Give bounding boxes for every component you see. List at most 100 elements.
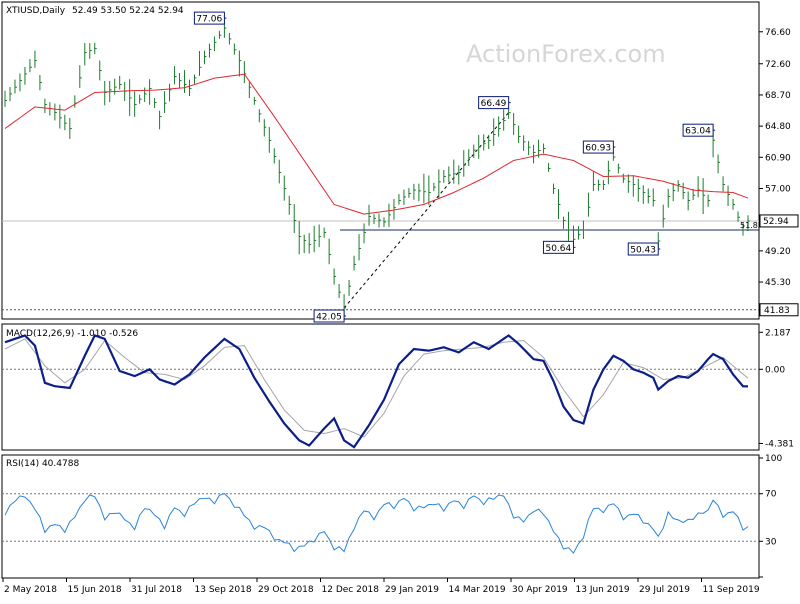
price-bar (553, 183, 556, 194)
price-bar (682, 182, 686, 200)
price-bar (393, 199, 396, 220)
price-bar (333, 268, 337, 285)
price-y-tick-label: 49.20 (765, 247, 791, 257)
price-bar (423, 173, 426, 204)
price-bar (538, 139, 541, 158)
price-bar (174, 66, 177, 85)
axis-layer: 45.3049.2053.1057.0060.9064.8068.7072.60… (2, 28, 799, 595)
price-bar (508, 108, 511, 119)
price-bar (114, 78, 117, 95)
price-bar (413, 183, 416, 200)
price-bar (124, 82, 127, 101)
price-bar (203, 50, 207, 65)
price-bar (473, 144, 476, 158)
price-bar (44, 98, 47, 114)
price-bar (59, 104, 62, 129)
price-bar (74, 95, 77, 108)
price-bar (667, 188, 671, 208)
swing-label: 66.49 (478, 96, 511, 110)
price-bar (198, 51, 202, 76)
price-bar (483, 134, 486, 151)
price-bar (707, 194, 711, 207)
price-bar (533, 144, 536, 164)
price-bar (99, 60, 102, 81)
price-bar (453, 159, 456, 184)
x-tick-label: 15 Jun 2018 (68, 585, 122, 595)
price-bar (717, 154, 721, 174)
price-bar (238, 50, 242, 77)
rsi-layer (2, 492, 759, 554)
price-bar (488, 134, 491, 150)
price-bar (478, 134, 481, 159)
swing-label: 42.05 (313, 309, 347, 323)
price-bar (184, 70, 187, 93)
price-bar (363, 223, 367, 244)
price-bar (263, 119, 267, 137)
price-y-tick-label: 45.30 (765, 278, 791, 288)
price-bar (129, 79, 132, 116)
price-bar (523, 135, 526, 151)
price-bar (408, 188, 411, 198)
price-bar (193, 74, 197, 84)
price-bar (577, 226, 581, 240)
x-tick-label: 14 Mar 2019 (449, 585, 506, 595)
x-tick-label: 30 Apr 2019 (512, 585, 568, 595)
price-bar (353, 255, 357, 271)
price-bar (632, 175, 636, 197)
price-bar (159, 110, 162, 130)
price-bar (548, 162, 551, 172)
price-bar (438, 169, 441, 198)
price-bar (218, 30, 222, 39)
price-bar (373, 214, 377, 225)
price-bar (737, 211, 741, 222)
price-bar (672, 183, 676, 202)
price-layer: 77.06 42.05 66.49 50.64 60.93 50.43 63.04 51.8 (2, 11, 759, 323)
price-bar (358, 234, 362, 261)
price-bar (139, 94, 142, 104)
price-bar (64, 114, 67, 131)
price-bar (253, 96, 257, 105)
price-bar (323, 227, 327, 238)
swing-label-text: 66.49 (481, 99, 507, 109)
price-bar (368, 204, 372, 226)
price-bar (24, 66, 27, 85)
price-bar (433, 182, 436, 192)
price-bar (722, 176, 726, 192)
swing-label-text: 42.05 (316, 313, 342, 323)
price-bar (9, 87, 12, 102)
price-bar (164, 91, 167, 114)
price-bar (468, 149, 471, 167)
swing-label: 60.93 (582, 140, 616, 154)
x-tick-label: 13 Sep 2018 (195, 585, 252, 595)
price-bar (283, 175, 287, 201)
price-bar (248, 81, 252, 99)
price-bar (747, 215, 750, 231)
price-panel-frame (1, 1, 760, 320)
swing-label-text: 77.06 (196, 15, 222, 25)
price-bar (662, 204, 666, 228)
price-bar (318, 224, 322, 248)
price-bar (14, 79, 17, 94)
price-bar (119, 75, 122, 90)
price-bar (243, 61, 247, 84)
price-bar (268, 127, 272, 153)
price-bar (4, 90, 7, 107)
rsi-panel-frame (1, 454, 760, 579)
price-bar (503, 109, 506, 131)
price-bar (647, 188, 651, 204)
price-bar (94, 42, 97, 55)
price-bar (448, 166, 451, 183)
price-bar (652, 188, 656, 207)
price-bar (637, 178, 641, 202)
swing-label: 50.43 (627, 242, 661, 256)
price-bar (582, 220, 586, 239)
price-bar (303, 234, 307, 254)
price-bar (34, 50, 37, 68)
price-bar (493, 118, 496, 146)
watermark-text: ActionForex.com (466, 40, 666, 68)
price-bar (144, 87, 147, 102)
price-bar (562, 216, 566, 229)
low-level-box (759, 303, 799, 317)
x-tick-label: 29 Oct 2018 (258, 585, 314, 595)
price-bar (39, 74, 42, 91)
